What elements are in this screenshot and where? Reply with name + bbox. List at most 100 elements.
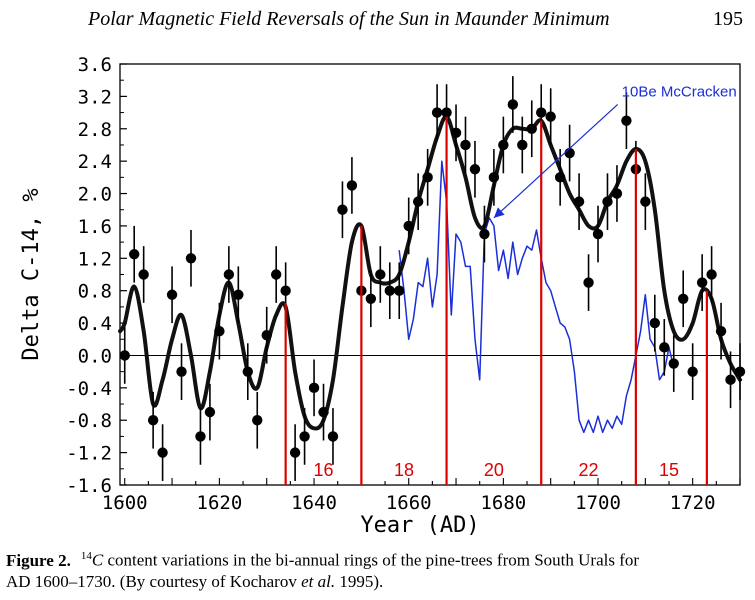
c14-data-point (337, 204, 348, 215)
caption-line-1: Figure 2. 14C content variations in the b… (6, 546, 751, 571)
c14-data-point (696, 277, 708, 288)
c14-data-point (166, 289, 178, 300)
c14-data-point (554, 172, 566, 183)
c14-data-point (403, 220, 414, 232)
y-tick-label: 0.4 (78, 313, 112, 335)
running-title: Polar Magnetic Field Reversals of the Su… (88, 8, 610, 30)
c14-data-point (204, 406, 216, 418)
c14-data-point (394, 285, 405, 296)
c14-data-point (318, 406, 329, 418)
c14-data-point (611, 188, 623, 199)
c14-data-point (119, 350, 130, 361)
c14-data-point (706, 269, 717, 280)
c14-data-point (640, 196, 651, 207)
caption-symbol: C (91, 550, 104, 570)
c14-data-point (308, 382, 320, 394)
y-tick-label: 2.0 (78, 184, 112, 206)
c14-data-point (299, 431, 310, 442)
c14-data-point (725, 374, 736, 385)
c14-data-point (602, 196, 613, 207)
c14-data-point (668, 358, 679, 369)
y-tick-label: -1.6 (66, 475, 112, 497)
c14-data-point (431, 107, 443, 118)
page-header: Polar Magnetic Field Reversals of the Su… (0, 8, 755, 32)
cycle-label: 22 (579, 460, 599, 480)
cycle-label: 16 (313, 460, 333, 480)
y-tick-label: 0.0 (78, 345, 112, 367)
c14-data-point (223, 269, 235, 280)
c14-data-point (621, 115, 632, 126)
caption-text-1: content variations in the bi-annual ring… (107, 550, 640, 570)
y-tick-label: 2.8 (78, 119, 112, 141)
figure-caption: Figure 2. 14C content variations in the b… (6, 546, 751, 592)
y-tick-label: 0.8 (78, 281, 112, 303)
c14-data-point (280, 285, 291, 296)
c14-data-point (517, 139, 528, 151)
c14-data-point (327, 431, 339, 442)
c14-data-point (488, 172, 500, 183)
y-tick-label: 1.2 (78, 248, 112, 270)
c14-data-point (583, 277, 594, 288)
c14-data-point (365, 293, 377, 304)
caption-line-2: AD 1600–1730. (By courtesy of Kocharov e… (6, 571, 751, 592)
c14-data-point (573, 196, 585, 207)
y-tick-label: 1.6 (78, 216, 112, 238)
c14-data-point (384, 285, 395, 296)
c14-data-point (176, 366, 187, 377)
c14-data-point (128, 249, 140, 260)
y-tick-label: 3.6 (78, 54, 112, 76)
x-tick-label: 1680 (480, 492, 526, 514)
c14-data-point (734, 366, 746, 377)
series-annotation-label: 10Be McCracken (622, 83, 737, 100)
x-tick-label: 1700 (575, 492, 621, 514)
c14-data-point (592, 228, 604, 240)
c14-data-point (450, 127, 462, 139)
c14-data-point (564, 147, 575, 159)
delta-c14-chart: 3.6 3.2 2.8 2.4 2.0 1.6 1.2 0.8 0.4 0.0 -0.4 -0.8 -1… (19, 54, 746, 538)
y-axis-title: Delta C-14, % (19, 188, 44, 360)
c14-data-point (469, 164, 481, 175)
c14-data-point (545, 111, 556, 122)
x-tick-label: 1640 (291, 492, 337, 514)
c14-data-point (479, 228, 490, 240)
caption-superscript: 14 (80, 550, 92, 562)
x-tick-label: 1720 (670, 492, 716, 514)
c14-data-point (289, 447, 301, 458)
c14-data-point (375, 269, 386, 280)
y-tick-label: 2.4 (78, 151, 112, 173)
c14-data-point (649, 317, 661, 329)
c14-data-point (422, 172, 433, 183)
caption-label: Figure 2. (6, 550, 71, 570)
c14-data-point (270, 269, 282, 280)
annotation-arrow-line (493, 103, 619, 219)
c14-data-point (195, 431, 206, 442)
c14-data-point (498, 139, 509, 151)
c14-data-point (659, 342, 670, 353)
c14-data-point (715, 325, 727, 337)
plot-frame (119, 63, 741, 486)
cycle-label: 20 (484, 460, 504, 480)
c14-data-point (147, 415, 159, 426)
c14-data-point (346, 180, 358, 191)
cycle-label: 15 (659, 460, 679, 480)
caption-text-2a: AD 1600–1730. (By courtesy of Kocharov (6, 571, 297, 591)
c14-data-point (460, 139, 471, 151)
annotation-arrow-head (493, 207, 505, 218)
c14-data-point (687, 366, 698, 377)
c14-smoothed-curve (118, 114, 742, 431)
c14-data-point (252, 415, 263, 426)
x-tick-label: 1660 (386, 492, 432, 514)
x-axis-title: Year (AD) (360, 513, 479, 538)
y-tick-label: -1.2 (66, 443, 112, 465)
be-mccracken-line (398, 160, 675, 434)
c14-data-point (138, 269, 149, 280)
c14-data-point (536, 107, 547, 118)
c14-data-point (214, 325, 225, 337)
x-tick-label: 1600 (102, 492, 148, 514)
c14-data-point (441, 107, 452, 118)
cycle-label: 18 (394, 460, 414, 480)
c14-data-point (261, 330, 272, 341)
c14-data-point (412, 196, 424, 207)
c14-data-point (507, 99, 519, 110)
y-tick-label: -0.8 (66, 410, 112, 432)
